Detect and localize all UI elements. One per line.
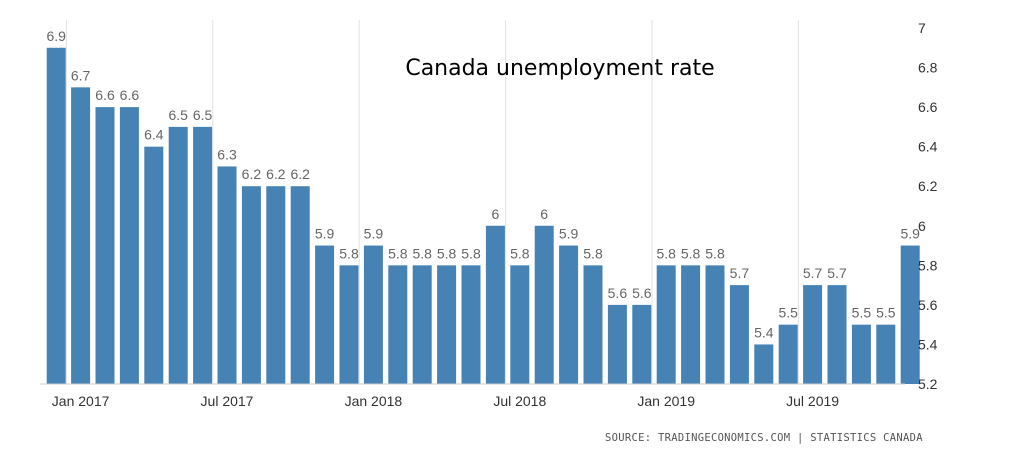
bar-14 <box>388 265 408 384</box>
bar-16 <box>437 265 457 384</box>
y-tick-label-3: 6.4 <box>918 139 938 155</box>
data-label-16: 5.8 <box>437 245 457 261</box>
bar-19 <box>510 265 530 384</box>
bar-30 <box>778 324 798 384</box>
data-label-15: 5.8 <box>412 245 432 261</box>
bar-22 <box>583 265 603 384</box>
data-label-32: 5.7 <box>827 265 847 281</box>
bar-5 <box>168 126 188 384</box>
data-label-0: 6.9 <box>46 28 66 44</box>
bar-13 <box>363 245 383 384</box>
bar-3 <box>119 107 139 384</box>
x-tick-label-1: Jul 2017 <box>201 393 254 409</box>
x-axis-ticks: Jan 2017 Jul 2017 Jan 2018 Jul 2018 Jan 2019… <box>52 393 839 409</box>
y-tick-label-9: 5.2 <box>918 376 938 392</box>
data-label-12: 5.8 <box>339 245 359 261</box>
x-tick-label-2: Jan 2018 <box>345 393 403 409</box>
data-label-23: 5.6 <box>608 285 628 301</box>
bar-6 <box>193 126 213 384</box>
bar-0 <box>46 47 66 385</box>
y-tick-label-5: 6 <box>918 218 926 234</box>
x-tick-label-4: Jan 2019 <box>637 393 695 409</box>
bar-34 <box>876 324 896 384</box>
bar-10 <box>290 186 310 384</box>
data-label-11: 5.9 <box>315 226 335 242</box>
bar-11 <box>315 245 335 384</box>
bar-26 <box>681 265 701 384</box>
bar-25 <box>656 265 676 384</box>
bar-23 <box>607 304 627 384</box>
bar-27 <box>705 265 725 384</box>
bar-7 <box>217 166 237 384</box>
data-label-35: 5.9 <box>900 226 920 242</box>
bar-31 <box>803 285 823 384</box>
data-label-3: 6.6 <box>120 87 140 103</box>
bar-8 <box>241 186 261 384</box>
bar-17 <box>461 265 481 384</box>
data-label-8: 6.2 <box>242 166 262 182</box>
data-label-2: 6.6 <box>95 87 115 103</box>
x-tick-label-0: Jan 2017 <box>52 393 110 409</box>
bar-1 <box>71 87 91 384</box>
data-label-33: 5.5 <box>852 305 872 321</box>
bar-18 <box>485 225 505 384</box>
data-label-21: 5.9 <box>559 226 579 242</box>
bar-12 <box>339 265 359 384</box>
y-tick-label-6: 5.8 <box>918 257 938 273</box>
bar-20 <box>534 225 554 384</box>
data-label-7: 6.3 <box>217 146 237 162</box>
bar-29 <box>754 344 774 384</box>
bar-9 <box>266 186 286 384</box>
data-label-1: 6.7 <box>71 67 91 83</box>
data-label-34: 5.5 <box>876 305 896 321</box>
bar-21 <box>559 245 579 384</box>
x-tick-label-3: Jul 2018 <box>493 393 546 409</box>
bar-4 <box>144 146 164 384</box>
bar-2 <box>95 107 115 384</box>
data-label-30: 5.5 <box>778 305 798 321</box>
y-tick-label-7: 5.6 <box>918 297 938 313</box>
data-label-10: 6.2 <box>290 166 310 182</box>
data-label-20: 6 <box>540 206 548 222</box>
data-label-27: 5.8 <box>705 245 725 261</box>
data-label-29: 5.4 <box>754 324 774 340</box>
data-label-13: 5.9 <box>364 226 384 242</box>
y-tick-label-2: 6.6 <box>918 99 938 115</box>
data-label-9: 6.2 <box>266 166 286 182</box>
bars <box>46 47 920 385</box>
data-label-24: 5.6 <box>632 285 652 301</box>
bar-32 <box>827 285 847 384</box>
data-label-6: 6.5 <box>193 107 213 123</box>
data-label-28: 5.7 <box>730 265 750 281</box>
data-label-18: 6 <box>492 206 500 222</box>
data-label-17: 5.8 <box>461 245 481 261</box>
y-tick-label-4: 6.2 <box>918 178 938 194</box>
bar-28 <box>729 285 749 384</box>
y-tick-label-1: 6.8 <box>918 60 938 76</box>
bar-24 <box>632 304 652 384</box>
bar-33 <box>851 324 871 384</box>
data-label-19: 5.8 <box>510 245 530 261</box>
data-label-25: 5.8 <box>656 245 676 261</box>
data-label-26: 5.8 <box>681 245 701 261</box>
data-label-5: 6.5 <box>168 107 188 123</box>
y-tick-label-0: 7 <box>918 20 926 36</box>
source-note: SOURCE: TRADINGECONOMICS.COM | STATISTIC… <box>605 432 923 444</box>
data-labels: 6.96.76.6 6.66.46.5 6.56.36.2 6.2 6.25.95.85… <box>46 28 920 341</box>
y-tick-label-8: 5.4 <box>918 336 938 352</box>
bar-15 <box>412 265 432 384</box>
data-label-22: 5.8 <box>583 245 603 261</box>
data-label-4: 6.4 <box>144 127 164 143</box>
chart-title: Canada unemployment rate <box>405 56 714 81</box>
x-tick-label-5: Jul 2019 <box>786 393 839 409</box>
grid <box>65 20 799 384</box>
data-label-14: 5.8 <box>388 245 408 261</box>
data-label-31: 5.7 <box>803 265 823 281</box>
bar-35 <box>900 245 920 384</box>
y-axis-ticks: 7 6.8 6.6 6.4 6.2 6 5.8 5.6 5.4 5.2 <box>918 20 938 392</box>
